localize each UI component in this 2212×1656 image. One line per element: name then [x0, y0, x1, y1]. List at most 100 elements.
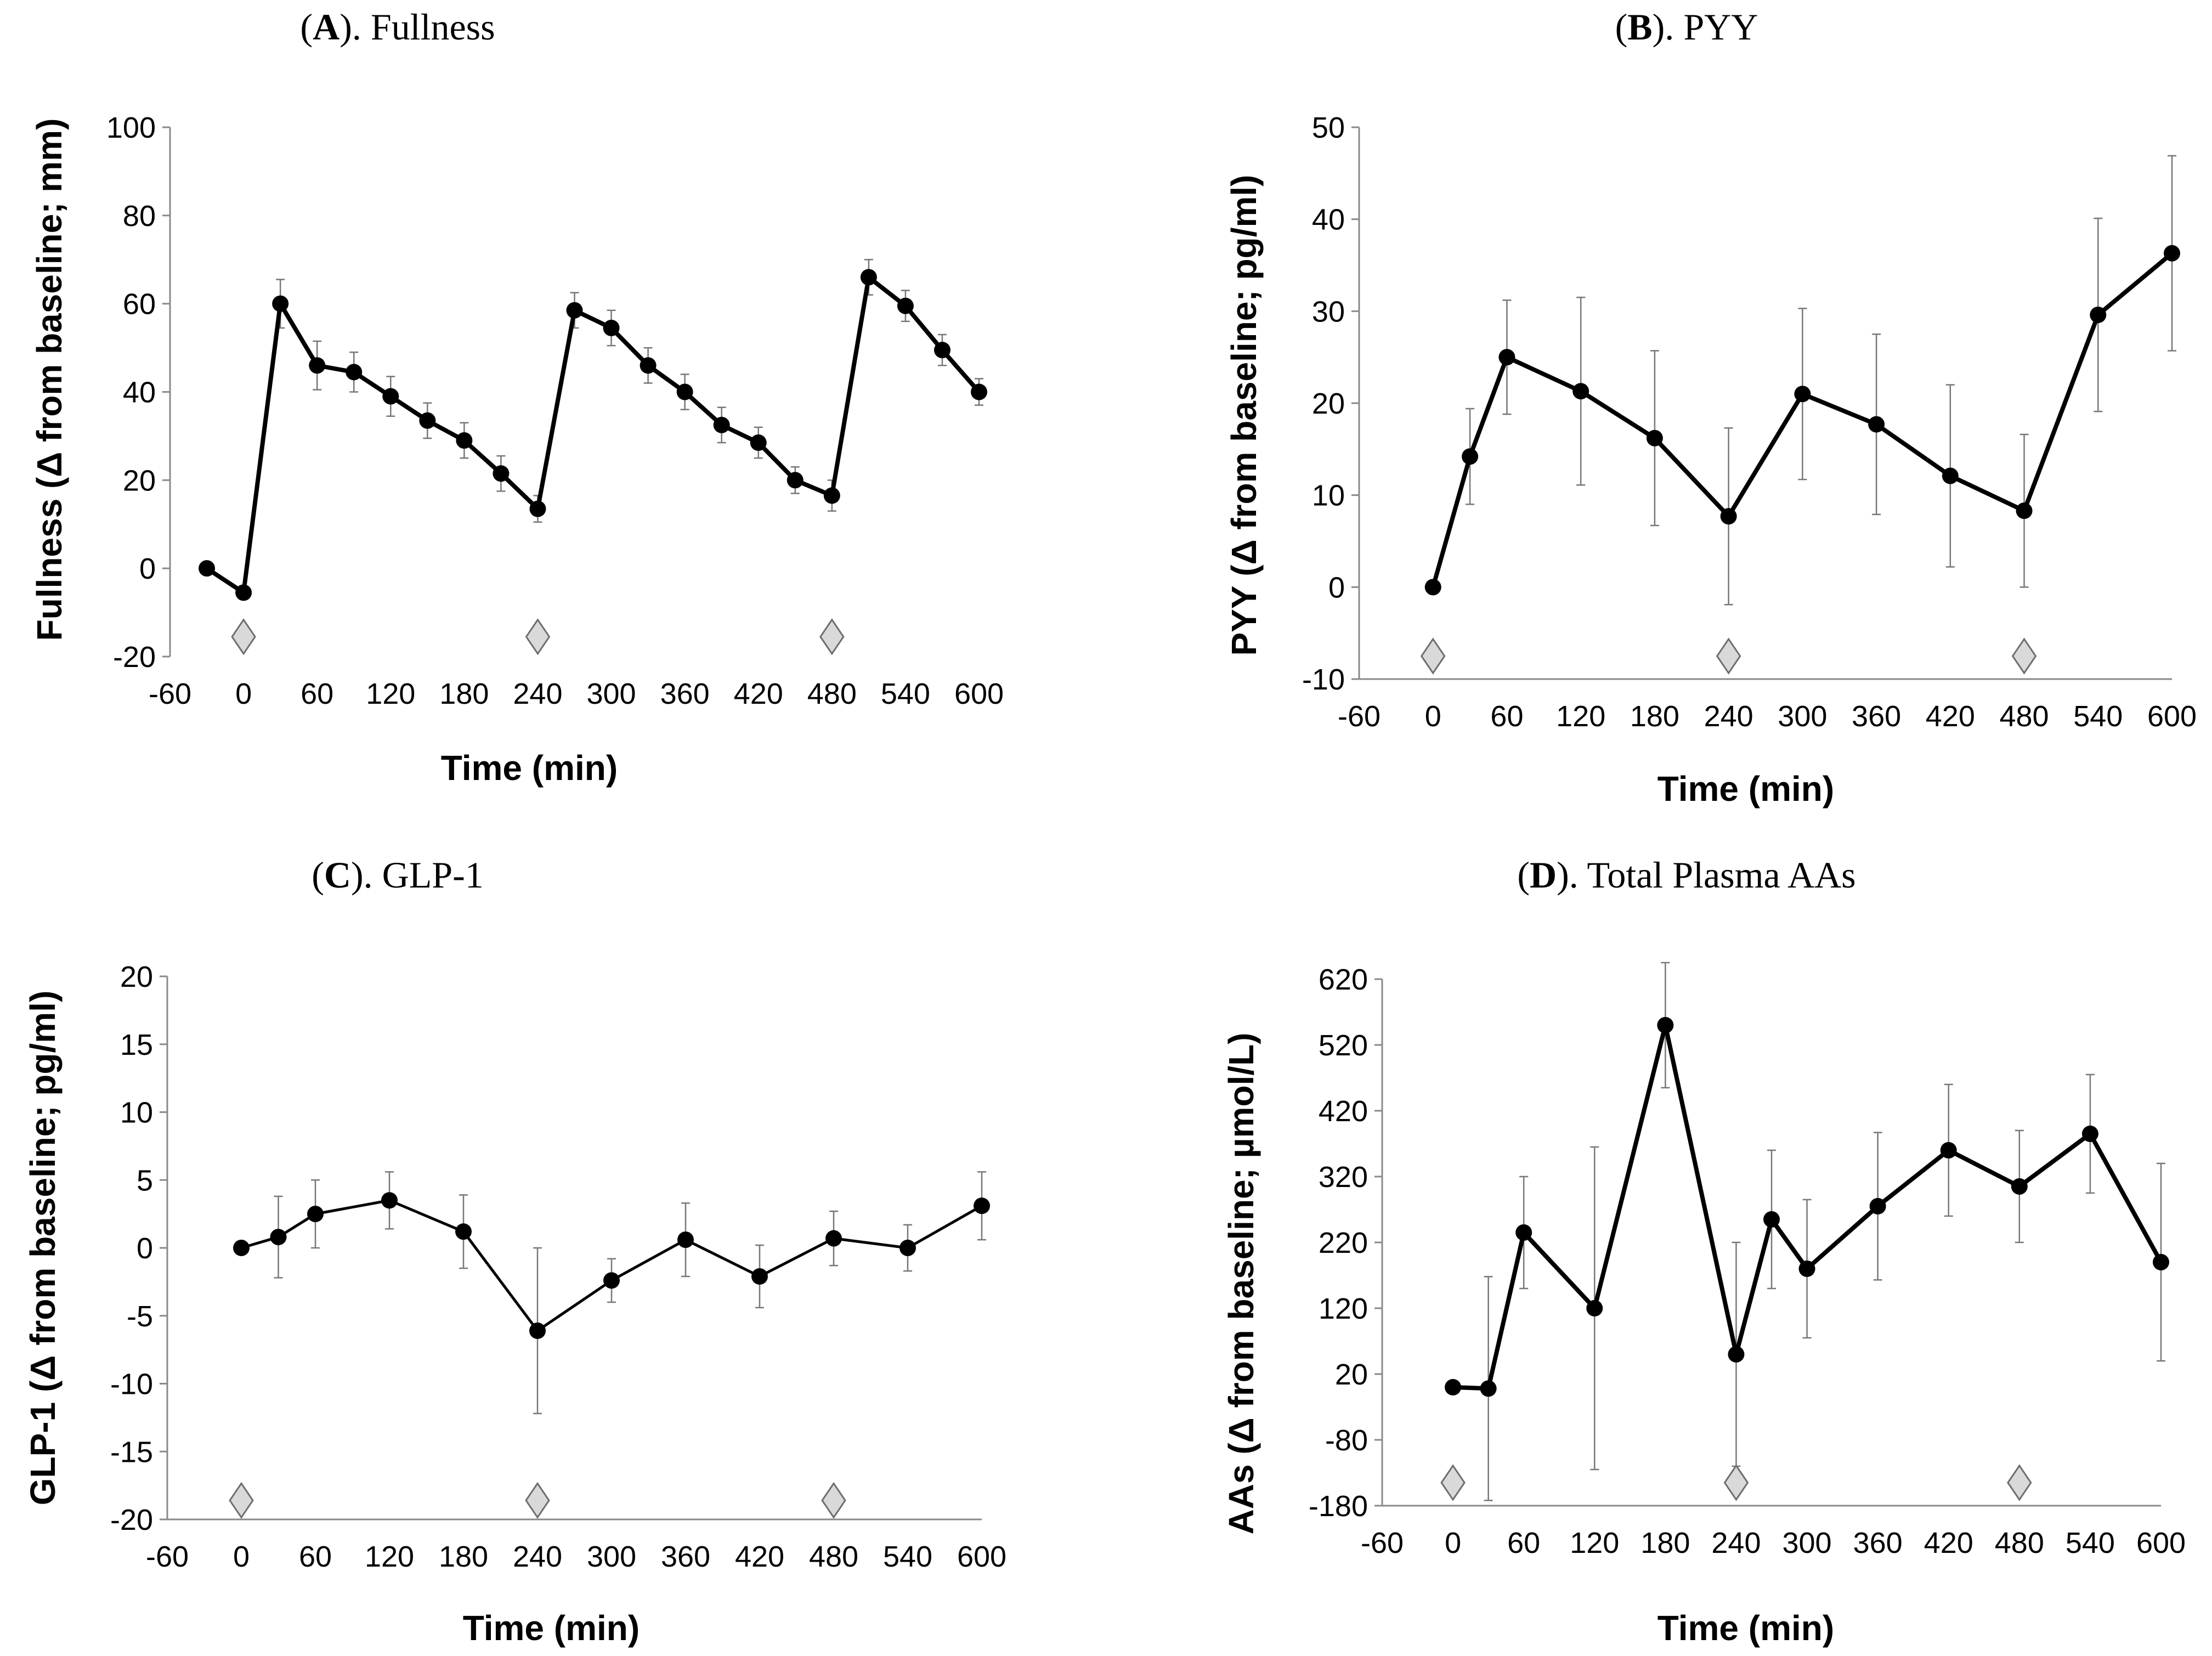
y-tick-label-c: -10	[110, 1368, 153, 1401]
x-tick-label-d: 600	[2136, 1527, 2186, 1559]
x-axis-label-a: Time (min)	[441, 748, 618, 788]
data-point-d	[1763, 1211, 1780, 1228]
y-tick-label-d: -180	[1309, 1490, 1368, 1523]
y-tick-label-d: 420	[1319, 1095, 1368, 1128]
y-axis-label-a: Fullness (Δ from baseline; mm)	[30, 118, 69, 641]
data-point-c	[899, 1240, 916, 1256]
meal-marker-a	[231, 618, 256, 655]
data-point-a	[235, 584, 252, 601]
y-tick-label-c: -20	[110, 1504, 153, 1536]
x-tick-label-a: 120	[366, 677, 415, 710]
y-tick-label-b: 30	[1312, 295, 1345, 328]
y-tick-label-d: 520	[1319, 1029, 1368, 1062]
y-tick-label-b: 20	[1312, 387, 1345, 420]
panel-fullness: (A). Fullness -20 0 20 40 60 80 100 -60 0 60 120 18…	[30, 6, 1004, 788]
x-tick-label-b: 540	[2073, 700, 2123, 733]
x-tick-label-a: 300	[586, 677, 636, 710]
y-tick-label-a: 60	[123, 288, 156, 321]
data-point-a	[934, 342, 951, 359]
x-tick-label-a: -60	[149, 677, 191, 710]
data-point-c	[529, 1322, 546, 1339]
y-axis-label-d: AAs (Δ from baseline; µmol/L)	[1221, 1033, 1261, 1535]
data-point-b	[1646, 429, 1663, 447]
x-axis-label-c: Time (min)	[463, 1608, 640, 1648]
x-tick-label-b: 120	[1556, 700, 1605, 733]
data-point-b	[1942, 467, 1959, 484]
data-point-b	[1720, 508, 1737, 525]
x-tick-label-a: 240	[513, 677, 562, 710]
x-tick-label-c: 0	[233, 1540, 250, 1573]
data-point-a	[309, 357, 326, 374]
meal-marker-c	[821, 1482, 846, 1519]
panel-title-a: (A). Fullness	[300, 6, 495, 48]
y-tick-label-c: 20	[120, 960, 153, 993]
x-axis-label-b: Time (min)	[1657, 769, 1834, 809]
data-point-c	[233, 1240, 250, 1256]
data-point-a	[419, 412, 436, 429]
meal-marker-d	[1723, 1464, 1749, 1501]
x-tick-label-c: 60	[299, 1540, 332, 1573]
x-tick-label-b: 0	[1425, 700, 1441, 733]
plot-area-d: -180 -80 20 120 220 320 420 520 620 -60 0 60 120 180 2…	[1309, 962, 2186, 1559]
x-tick-label-b: 480	[1999, 700, 2049, 733]
x-tick-label-c: 180	[439, 1540, 488, 1573]
data-point-a	[529, 500, 546, 517]
data-point-d	[1940, 1142, 1957, 1158]
y-tick-label-b: 10	[1312, 479, 1345, 512]
data-point-d	[1586, 1300, 1603, 1316]
data-point-a	[860, 269, 877, 286]
x-axis-label-d: Time (min)	[1657, 1608, 1834, 1648]
x-tick-label-d: 540	[2066, 1527, 2115, 1559]
x-tick-label-c: 300	[587, 1540, 636, 1573]
y-tick-label-d: 20	[1335, 1358, 1368, 1391]
data-point-b	[1462, 448, 1479, 465]
data-point-b	[1498, 349, 1515, 366]
x-tick-label-c: 240	[513, 1540, 562, 1573]
data-point-c	[677, 1231, 694, 1248]
meal-marker-c	[525, 1482, 550, 1519]
data-point-a	[603, 319, 620, 336]
panel-title-b: (B). PYY	[1615, 6, 1758, 48]
y-tick-label-b: -10	[1302, 663, 1345, 696]
x-tick-label-d: 0	[1445, 1527, 1461, 1559]
data-point-a	[676, 383, 693, 400]
y-tick-label-a: 100	[106, 111, 156, 144]
x-tick-label-a: 60	[301, 677, 333, 710]
x-tick-label-b: -60	[1338, 700, 1381, 733]
x-tick-label-c: -60	[146, 1540, 189, 1573]
data-point-c	[270, 1229, 287, 1246]
data-point-c	[603, 1272, 620, 1289]
x-tick-label-a: 360	[660, 677, 710, 710]
data-point-a	[456, 432, 473, 449]
x-tick-label-b: 360	[1852, 700, 1901, 733]
x-tick-label-c: 360	[661, 1540, 710, 1573]
plot-area-b: -10 0 10 20 30 40 50 -60 0 60 120 180 240 300 360 420 48…	[1302, 111, 2197, 733]
data-point-d	[2081, 1126, 2098, 1142]
data-point-a	[713, 416, 730, 433]
meal-marker-a	[525, 618, 551, 655]
meal-marker-b	[1716, 637, 1741, 675]
data-point-c	[751, 1268, 768, 1285]
data-point-b	[2164, 245, 2180, 262]
panel-glp1: (C). GLP-1 -20 -15 -10 -5 0 5 10 15 20 -60 0 60 120 1…	[23, 854, 1006, 1648]
data-point-d	[1728, 1346, 1745, 1363]
data-point-a	[897, 297, 914, 314]
data-point-c	[307, 1206, 324, 1223]
data-point-d	[2153, 1254, 2169, 1270]
x-tick-label-b: 180	[1630, 700, 1679, 733]
plot-area-c: -20 -15 -10 -5 0 5 10 15 20 -60 0 60 120 180 240 300 360…	[110, 960, 1006, 1573]
meal-marker-d	[2007, 1464, 2032, 1501]
x-tick-label-b: 60	[1490, 700, 1523, 733]
y-axis-label-b: PYY (Δ from baseline; pg/ml)	[1224, 175, 1264, 656]
data-point-d	[1869, 1198, 1886, 1214]
y-tick-label-b: 50	[1312, 111, 1345, 144]
y-tick-label-c: 15	[120, 1028, 153, 1061]
x-tick-label-c: 600	[957, 1540, 1006, 1573]
x-tick-label-c: 420	[735, 1540, 784, 1573]
data-point-a	[750, 434, 767, 451]
x-tick-label-d: -60	[1361, 1527, 1404, 1559]
data-point-b	[2090, 307, 2107, 324]
meal-marker-b	[2011, 637, 2037, 675]
meal-marker-a	[819, 618, 845, 655]
data-point-a	[382, 388, 399, 405]
